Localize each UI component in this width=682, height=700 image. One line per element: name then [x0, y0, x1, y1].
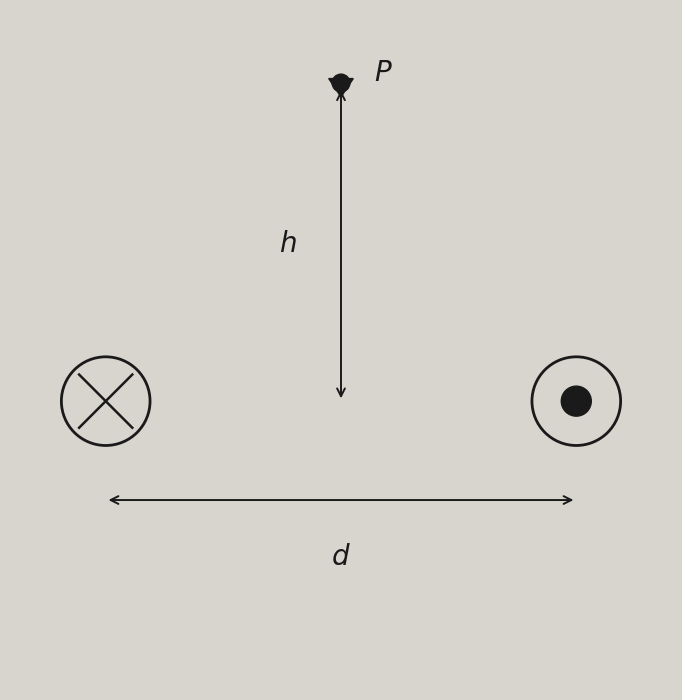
Polygon shape [329, 78, 353, 97]
Circle shape [561, 386, 591, 416]
Text: $d$: $d$ [331, 545, 351, 571]
Text: $P$: $P$ [374, 60, 392, 88]
Text: $h$: $h$ [279, 231, 297, 258]
Circle shape [332, 74, 350, 92]
